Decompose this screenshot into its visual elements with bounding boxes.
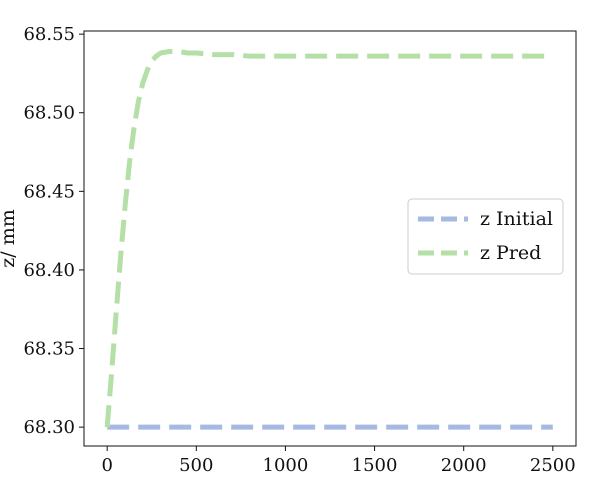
series-line-2 xyxy=(104,48,553,428)
x-tick-label: 0 xyxy=(101,455,112,476)
x-tick-label: 500 xyxy=(179,455,213,476)
x-axis: 0 500 1000 1500 2000 2500 xyxy=(101,446,576,476)
y-axis-title: z/ mm xyxy=(0,209,19,267)
plot-frame xyxy=(83,30,577,447)
y-tick-label: 68.55 xyxy=(23,24,75,45)
legend: z Initial z Pred xyxy=(407,198,564,275)
y-tick-label: 68.50 xyxy=(23,103,75,124)
y-axis: 68.30 68.35 68.40 68.45 68.50 68.55 xyxy=(23,24,84,438)
y-tick-label: 68.45 xyxy=(23,181,75,202)
series-layer xyxy=(104,48,553,430)
y-tick-label: 68.35 xyxy=(23,339,75,360)
y-tick-label: 68.30 xyxy=(23,417,75,438)
y-tick-label: 68.40 xyxy=(23,260,75,281)
legend-label: z Pred xyxy=(480,242,541,264)
x-tick-label: 2500 xyxy=(530,455,576,476)
x-tick-label: 1000 xyxy=(263,455,309,476)
x-tick-label: 2000 xyxy=(441,455,487,476)
x-tick-label: 1500 xyxy=(352,455,398,476)
legend-label: z Initial xyxy=(480,208,553,230)
